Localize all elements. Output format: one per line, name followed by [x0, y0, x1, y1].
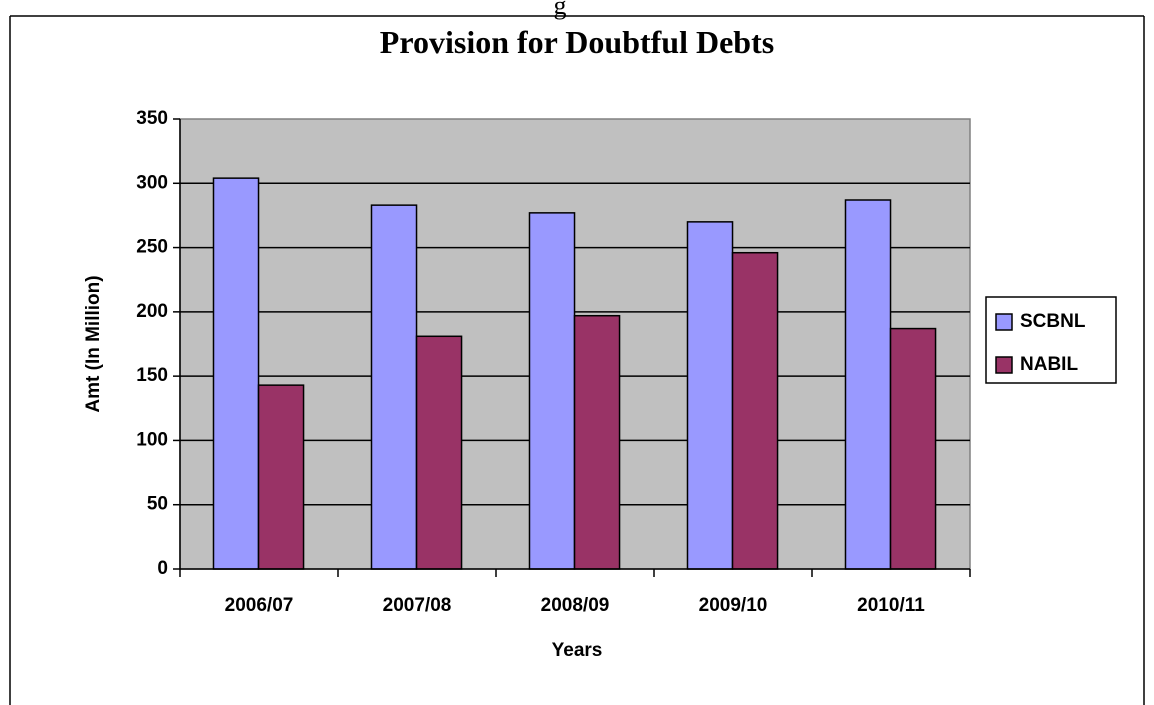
legend-swatch-nabil	[995, 356, 1013, 374]
bar-nabil-2007-08	[415, 335, 463, 570]
x-tick-label: 2006/07	[225, 595, 294, 616]
bars	[212, 177, 937, 570]
legend: SCBNL NABIL	[985, 296, 1117, 384]
y-tick-label: 200	[136, 301, 168, 322]
legend-label-scbnl: SCBNL	[1020, 311, 1086, 332]
x-tick-label: 2010/11	[857, 595, 925, 616]
y-axis-title: Amt (In Million)	[83, 275, 104, 412]
y-tick-label: 100	[136, 429, 168, 450]
bar-nabil-2008-09	[573, 314, 621, 570]
x-tick-label: 2009/10	[699, 595, 768, 616]
bar-scbnl-2009-10	[686, 221, 734, 570]
bar-scbnl-2006-07	[212, 177, 260, 570]
y-tick-label: 300	[136, 172, 168, 193]
x-tick-label: 2007/08	[383, 595, 452, 616]
y-tick-label: 350	[136, 108, 168, 129]
x-axis-title: Years	[552, 640, 603, 661]
bar-scbnl-2008-09	[528, 212, 576, 570]
bar-nabil-2009-10	[731, 251, 779, 570]
x-tick-labels: 2006/07 2007/08 2008/09 2009/10 2010/11	[225, 595, 926, 616]
bar-nabil-2010-11	[889, 327, 937, 570]
y-tick-label: 150	[136, 365, 168, 386]
axes	[173, 118, 971, 577]
bar-scbnl-2010-11	[844, 199, 892, 570]
y-tick-labels: 0 50 100 150 200 250 300 350	[136, 108, 168, 579]
legend-swatch-scbnl	[995, 313, 1013, 331]
chart-title: Provision for Doubtful Debts	[380, 24, 774, 60]
y-tick-label: 250	[136, 237, 168, 258]
legend-label-nabil: NABIL	[1020, 354, 1078, 375]
bar-scbnl-2007-08	[370, 204, 418, 570]
x-tick-label: 2008/09	[541, 595, 610, 616]
bar-nabil-2006-07	[257, 384, 305, 570]
y-tick-label: 0	[157, 558, 168, 579]
page-top-fragment: g	[554, 0, 567, 20]
y-tick-label: 50	[147, 494, 168, 515]
